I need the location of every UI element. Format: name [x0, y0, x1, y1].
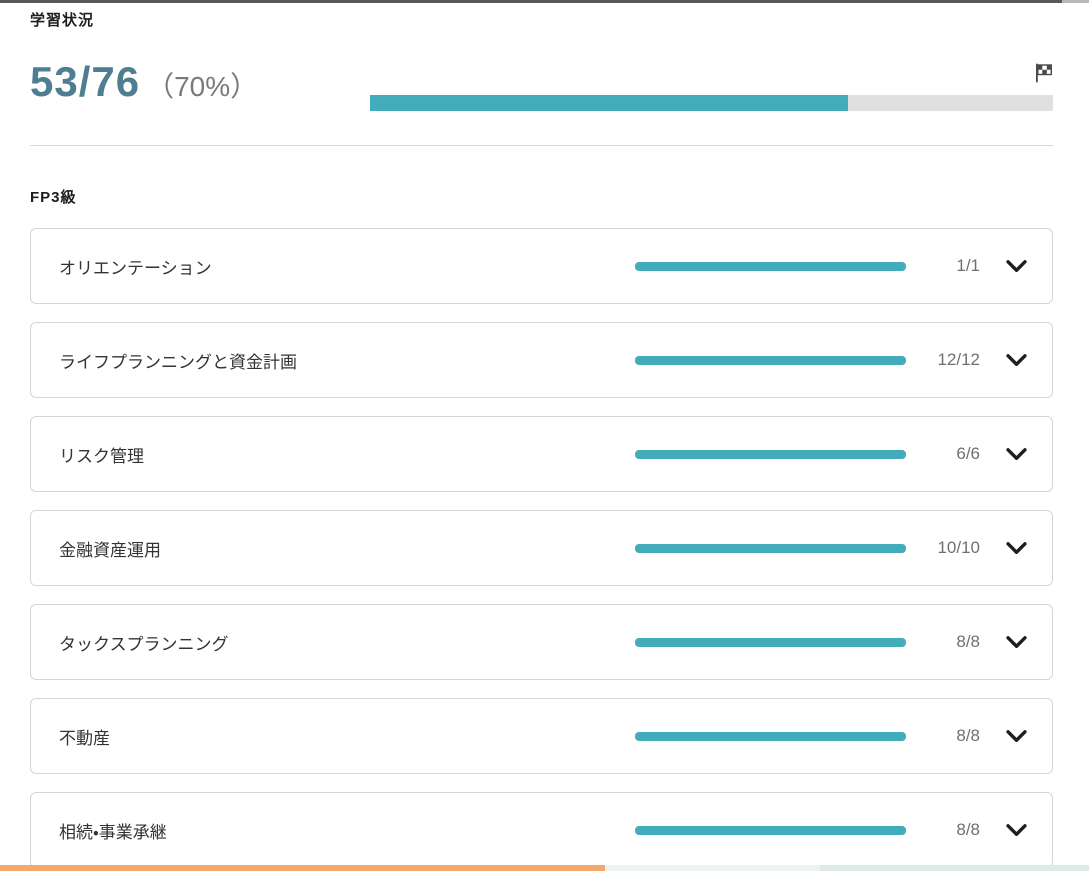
chapter-progress-count: 12/12 [937, 350, 980, 369]
chapter-progress-count: 8/8 [956, 820, 980, 839]
chapter-label: 不動産 [59, 728, 110, 748]
chevron-down-icon[interactable] [1004, 635, 1028, 650]
chapter-label: 金融資産運用 [59, 540, 161, 560]
chapter-label: ライフプランニングと資金計画 [59, 352, 297, 372]
chapter-label: 相続・事業承継 [59, 822, 167, 842]
chevron-down-icon[interactable] [1004, 823, 1028, 838]
chapter-progress-bar [635, 543, 906, 553]
chapter-row[interactable]: オリエンテーション 1/1 [30, 228, 1053, 304]
chapter-progress-count: 8/8 [956, 726, 980, 745]
chapter-label: リスク管理 [59, 446, 144, 466]
chapter-row[interactable]: 不動産 8/8 [30, 698, 1053, 774]
chapter-row[interactable]: タックスプランニング 8/8 [30, 604, 1053, 680]
overall-progress-fill [370, 95, 849, 111]
chevron-down-icon[interactable] [1004, 541, 1028, 556]
chevron-down-icon[interactable] [1004, 447, 1028, 462]
chapter-list: オリエンテーション 1/1 ライフプランニングと資金計画 12/12 リスク管理… [30, 228, 1053, 871]
chapter-progress-count: 8/8 [956, 632, 980, 651]
chapter-row[interactable]: 相続・事業承継 8/8 [30, 792, 1053, 868]
chapter-progress-bar [635, 261, 906, 271]
chapter-progress-bar [635, 637, 906, 647]
checkered-flag-icon [1035, 63, 1053, 83]
chapter-progress-bar [635, 825, 906, 835]
chapter-row[interactable]: リスク管理 6/6 [30, 416, 1053, 492]
course-title: FP3級 [30, 189, 77, 206]
chapter-progress-bar [635, 355, 906, 365]
chapter-progress-bar [635, 449, 906, 459]
section-divider [30, 145, 1053, 146]
chevron-down-icon[interactable] [1004, 353, 1028, 368]
chapter-row[interactable]: 金融資産運用 10/10 [30, 510, 1053, 586]
page-title: 学習状況 [30, 12, 95, 29]
chapter-progress-bar [635, 731, 906, 741]
overall-percent: （70%） [146, 71, 259, 102]
overall-progress-bar [370, 95, 1053, 111]
chapter-label: オリエンテーション [59, 258, 212, 278]
chapter-label: タックスプランニング [59, 634, 229, 654]
chapter-progress-count: 1/1 [956, 256, 980, 275]
chapter-progress-count: 6/6 [956, 444, 980, 463]
chapter-row[interactable]: ライフプランニングと資金計画 12/12 [30, 322, 1053, 398]
window-top-border [0, 0, 1089, 3]
chapter-progress-count: 10/10 [937, 538, 980, 557]
next-section-strip [0, 865, 1089, 871]
chevron-down-icon[interactable] [1004, 729, 1028, 744]
chevron-down-icon[interactable] [1004, 259, 1028, 274]
overall-progress-stat: 53/76 （70%） [30, 58, 258, 106]
overall-fraction: 53/76 [30, 58, 141, 105]
